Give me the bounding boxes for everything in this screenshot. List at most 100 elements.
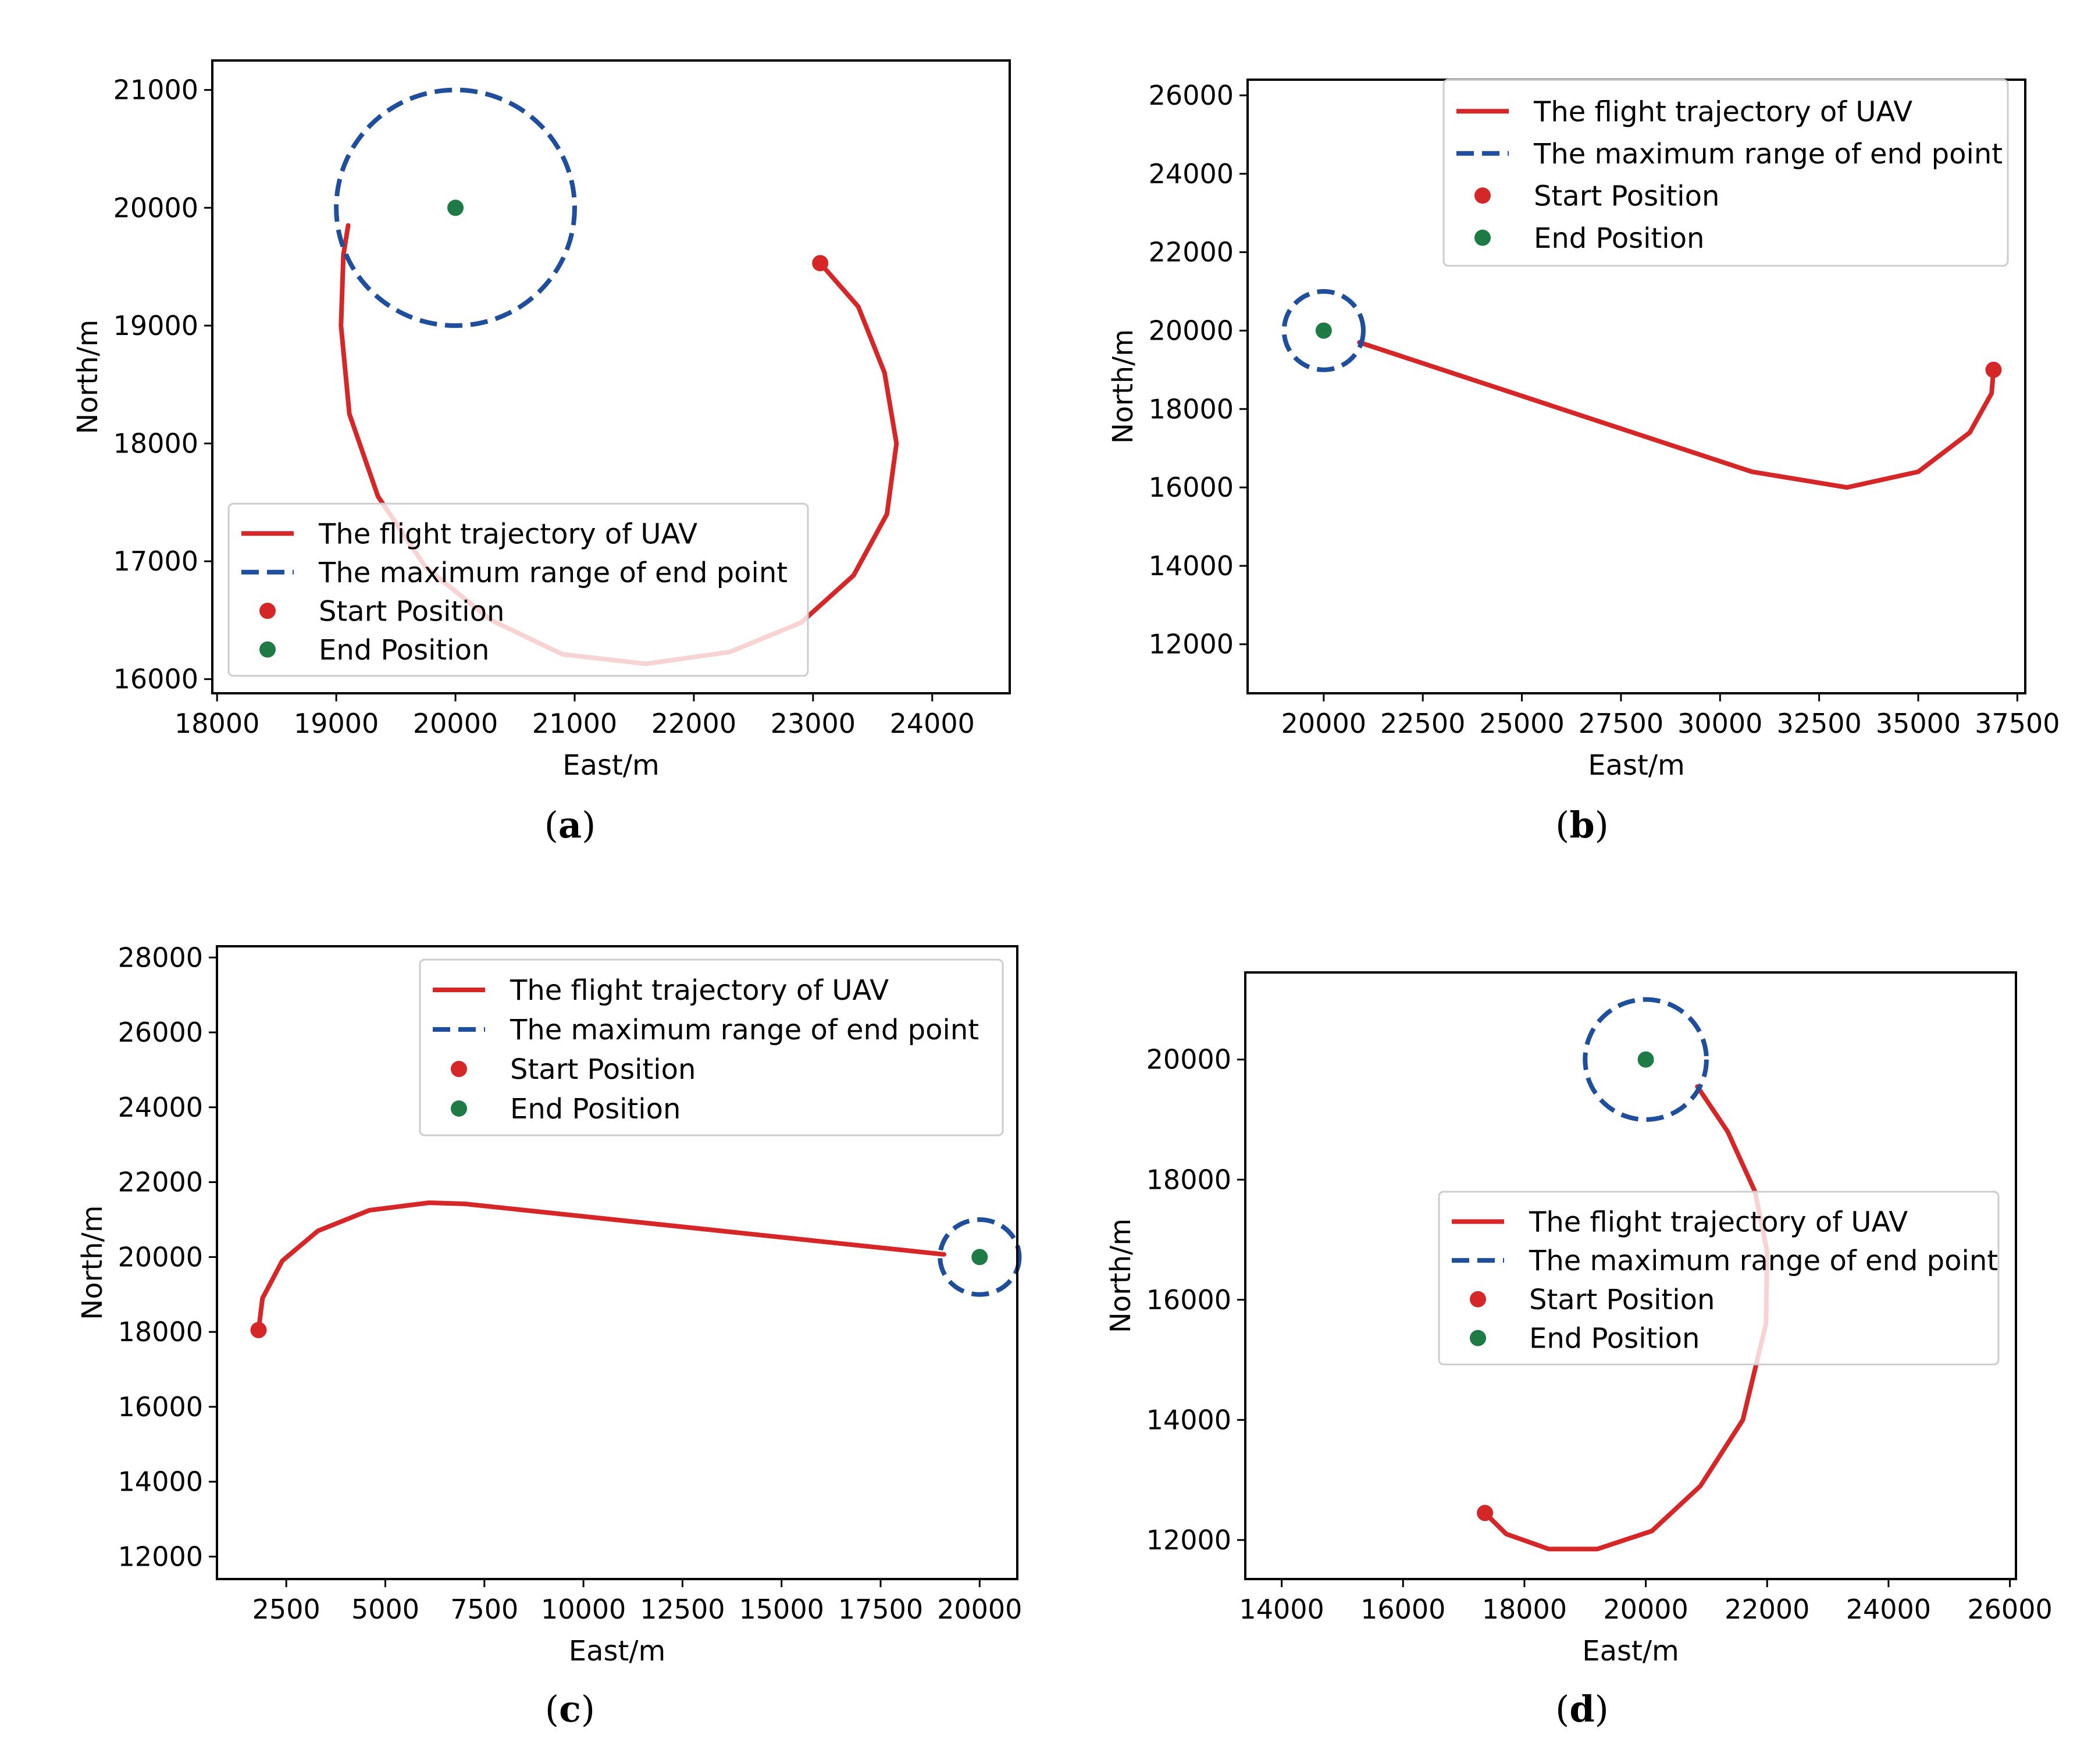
chart-panel-c: 2500 5000 7500 10000 12500 15000 17500 20000 120… [76, 942, 1022, 1730]
x-tick-label: 21000 [532, 708, 617, 739]
start-position-marker [250, 1321, 267, 1338]
y-tick-label: 12000 [1146, 1524, 1231, 1556]
y-tick-label: 16000 [1149, 472, 1234, 503]
panel-caption: (d) [1555, 1688, 1609, 1730]
start-position-marker [812, 255, 829, 272]
y-axis-label: North/m [1107, 329, 1139, 444]
legend-label: The maximum range of end point [318, 557, 788, 589]
y-tick-label: 24000 [1149, 158, 1234, 190]
legend-end-swatch [1470, 1330, 1486, 1346]
x-tick-label: 25000 [1479, 708, 1564, 739]
y-tick-label: 18000 [1146, 1164, 1231, 1195]
y-tick-label: 20000 [113, 192, 198, 223]
legend-label: Start Position [1529, 1284, 1715, 1316]
y-axis-label: North/m [76, 1205, 109, 1320]
y-tick-label: 20000 [118, 1241, 203, 1273]
x-axis-label: East/m [562, 749, 660, 782]
legend-end-swatch [1474, 229, 1491, 246]
x-tick-label: 22500 [1380, 708, 1465, 739]
trajectory-line [1483, 1084, 1770, 1552]
y-tick-label: 20000 [1149, 315, 1234, 346]
caption-open: ( [1555, 1688, 1569, 1730]
x-tick-label: 23000 [771, 708, 856, 739]
x-tick-label: 22000 [651, 708, 736, 739]
end-position-marker [1315, 322, 1332, 339]
range-circle [938, 1217, 1022, 1297]
x-tick-label: 30000 [1677, 708, 1762, 739]
x-tick-label: 24000 [1846, 1594, 1931, 1625]
end-position-marker [971, 1249, 988, 1266]
legend: The flight trajectory of UAV The maximum … [1438, 1191, 2000, 1366]
legend: The flight trajectory of UAV The maximum … [419, 958, 1004, 1136]
x-axis-label: East/m [569, 1635, 666, 1667]
y-tick-label: 26000 [118, 1017, 203, 1048]
legend-start-swatch [1470, 1291, 1486, 1307]
x-tick-label: 7500 [450, 1594, 518, 1625]
y-tick-label: 16000 [118, 1391, 203, 1423]
legend-label: End Position [1534, 222, 1704, 255]
x-tick-label: 19000 [294, 708, 379, 739]
chart-panel-a: 18000 19000 20000 21000 22000 23000 24000 16000… [72, 59, 1011, 846]
y-axis-label: North/m [1105, 1218, 1137, 1333]
legend-label: End Position [510, 1093, 681, 1125]
x-tick-label: 10000 [541, 1594, 626, 1625]
x-tick-label: 14000 [1239, 1594, 1324, 1625]
caption-open: ( [1555, 804, 1569, 846]
legend-label: End Position [319, 634, 489, 667]
legend-start-swatch [1474, 187, 1491, 204]
caption-close: ) [1595, 804, 1609, 846]
y-tick-label: 16000 [1146, 1284, 1231, 1316]
y-tick-label: 14000 [1146, 1404, 1231, 1435]
x-tick-label: 18000 [1482, 1594, 1567, 1625]
y-tick-label: 22000 [118, 1167, 203, 1198]
legend-label: The flight trajectory of UAV [318, 518, 697, 550]
x-tick-label: 20000 [937, 1594, 1022, 1625]
plot-frame [216, 945, 1018, 1580]
caption-letter: d [1569, 1688, 1594, 1730]
caption-close: ) [582, 804, 596, 846]
x-tick-label: 5000 [351, 1594, 419, 1625]
trajectory-line [256, 1200, 946, 1332]
legend-label: Start Position [1534, 180, 1719, 212]
legend-start-swatch [451, 1061, 467, 1077]
x-tick-label: 17500 [838, 1594, 923, 1625]
y-tick-label: 20000 [1146, 1044, 1231, 1075]
y-tick-label: 21000 [113, 74, 198, 106]
x-tick-label: 18000 [174, 708, 259, 739]
y-tick-label: 19000 [113, 310, 198, 341]
x-tick-label: 35000 [1876, 708, 1961, 739]
y-tick-label: 22000 [1149, 237, 1234, 268]
y-tick-label: 12000 [1149, 629, 1234, 660]
x-tick-label: 32500 [1776, 708, 1861, 739]
x-tick-label: 26000 [1967, 1594, 2052, 1625]
x-axis-label: East/m [1582, 1635, 1679, 1667]
legend-label: Start Position [510, 1053, 696, 1086]
legend-label: The maximum range of end point [1529, 1245, 1998, 1277]
y-tick-label: 17000 [113, 546, 198, 577]
legend-label: The flight trajectory of UAV [510, 974, 889, 1007]
x-tick-label: 20000 [1603, 1594, 1688, 1625]
legend-label: The flight trajectory of UAV [1533, 95, 1912, 128]
legend-end-swatch [451, 1100, 467, 1117]
legend-label: End Position [1529, 1323, 1700, 1355]
x-tick-label: 27500 [1579, 708, 1663, 739]
end-position-marker [1637, 1051, 1654, 1068]
legend-box [227, 503, 809, 677]
y-tick-label: 18000 [113, 427, 198, 459]
range-circle [334, 87, 577, 328]
x-tick-label: 15000 [739, 1594, 824, 1625]
caption-close: ) [1595, 1688, 1609, 1730]
panel-caption: (a) [544, 804, 596, 846]
legend-box [1438, 1191, 2000, 1366]
y-tick-label: 12000 [118, 1541, 203, 1572]
legend: The flight trajectory of UAV The maximum … [227, 503, 809, 677]
legend-box [1442, 79, 2009, 267]
legend-end-swatch [259, 641, 276, 658]
legend-start-swatch [259, 603, 276, 619]
caption-letter: a [558, 804, 582, 846]
x-tick-label: 16000 [1360, 1594, 1445, 1625]
legend-label: The maximum range of end point [510, 1014, 979, 1046]
start-position-marker [1477, 1505, 1494, 1521]
caption-close: ) [581, 1688, 595, 1730]
